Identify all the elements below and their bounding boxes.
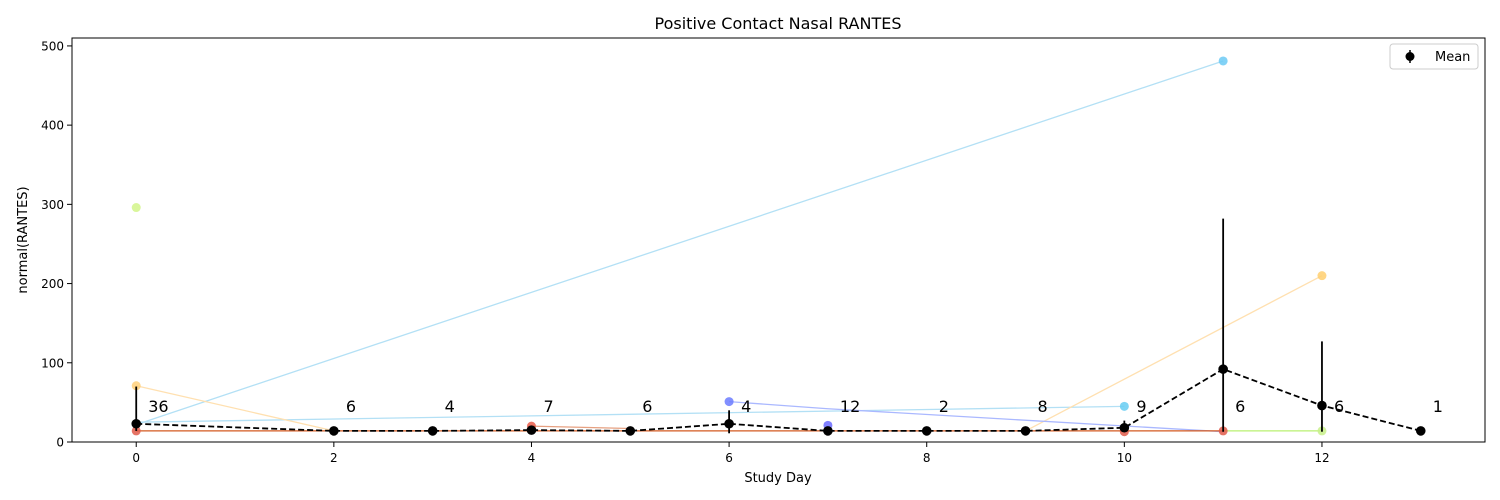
x-tick-label: 8 <box>923 451 931 465</box>
plot-area: 36 6 4 7 6 4 12 2 8 9 6 6 1 <box>131 56 1443 437</box>
chart-title: Positive Contact Nasal RANTES <box>655 14 902 33</box>
mean-point <box>1317 400 1327 411</box>
y-tick-label: 200 <box>41 277 64 291</box>
count-label: 8 <box>1038 397 1048 416</box>
y-tick-label: 500 <box>41 39 64 53</box>
count-label: 6 <box>642 397 652 416</box>
mean-point <box>921 426 932 436</box>
subject-point <box>131 203 141 213</box>
count-label: 4 <box>741 397 751 416</box>
legend-label-mean: Mean <box>1435 50 1470 65</box>
subject-point <box>131 381 141 391</box>
mean-point <box>526 425 537 435</box>
mean-point <box>1020 426 1031 436</box>
legend: Mean <box>1389 43 1479 70</box>
x-tick-label: 4 <box>528 451 536 465</box>
y-tick-label: 300 <box>41 198 64 212</box>
mean-point <box>1119 422 1130 433</box>
subject-series-line <box>136 405 1125 423</box>
subject-point <box>1218 56 1228 66</box>
subject-series-line <box>136 60 1224 426</box>
legend-mean-marker <box>1405 52 1415 61</box>
x-tick-label: 0 <box>132 451 140 465</box>
mean-point <box>1218 364 1228 374</box>
subject-series-line <box>531 425 631 430</box>
mean-point <box>724 418 734 429</box>
subject-series-line <box>1025 275 1323 432</box>
x-tick-label: 10 <box>1117 451 1132 465</box>
x-axis-label: Study Day <box>744 471 812 486</box>
count-label: 6 <box>1235 397 1245 416</box>
count-label: 36 <box>148 397 168 416</box>
count-label: 7 <box>543 397 553 416</box>
mean-point <box>329 426 339 436</box>
count-label: 12 <box>840 397 860 416</box>
count-label: 6 <box>346 397 356 416</box>
x-tick-label: 12 <box>1314 451 1329 465</box>
mean-point <box>427 426 438 436</box>
subject-series-line <box>729 400 1224 433</box>
count-label: 4 <box>445 397 455 416</box>
subject-point <box>724 397 734 407</box>
plot-frame <box>71 37 1486 443</box>
mean-point <box>823 426 833 436</box>
x-tick-label: 6 <box>725 451 733 465</box>
x-tick-label: 2 <box>330 451 338 465</box>
count-label: 6 <box>1334 397 1344 416</box>
y-axis-label: normal(RANTES) <box>16 186 31 293</box>
subject-series-line <box>136 385 334 432</box>
subject-point <box>1119 401 1129 411</box>
mean-point <box>625 426 636 436</box>
mean-point <box>1415 426 1426 436</box>
y-tick-label: 400 <box>41 119 64 133</box>
count-label: 2 <box>939 397 949 416</box>
y-tick-label: 100 <box>41 356 64 370</box>
mean-point <box>131 418 142 429</box>
legend-box <box>1389 43 1479 70</box>
subject-point <box>1317 271 1327 281</box>
y-tick-label: 0 <box>56 436 64 450</box>
count-label: 9 <box>1136 397 1146 416</box>
count-label: 1 <box>1433 397 1443 416</box>
axes: 0 2 4 6 8 10 12 0 100 200 300 400 500 <box>41 39 1330 465</box>
